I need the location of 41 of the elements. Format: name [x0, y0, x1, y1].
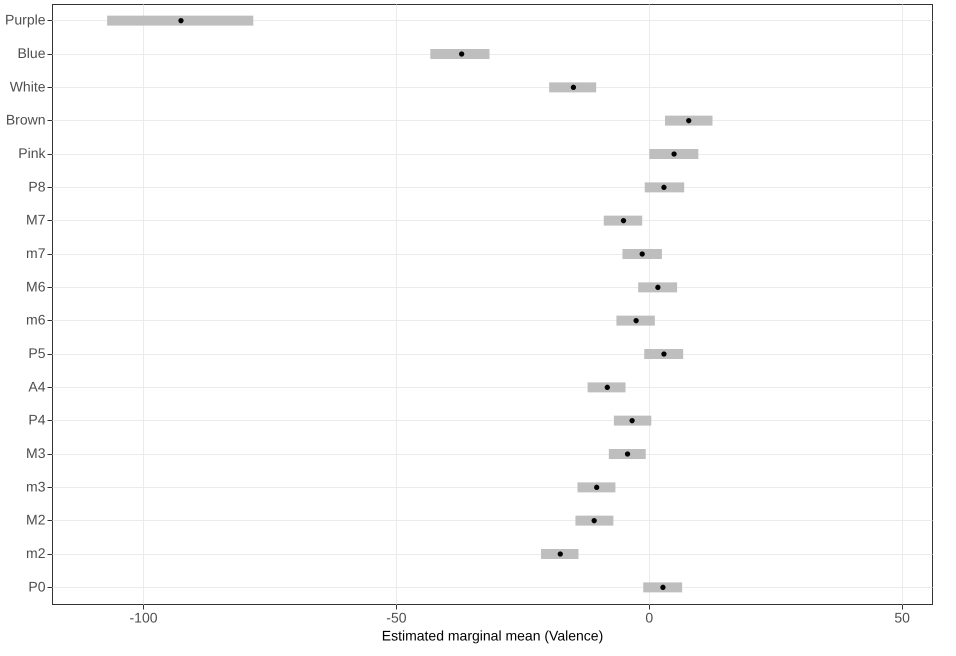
y-tick-label: m7	[26, 245, 46, 261]
point	[620, 218, 626, 224]
point	[661, 351, 667, 357]
y-tick-label: M2	[26, 512, 46, 528]
y-tick-label: Blue	[17, 45, 46, 61]
point	[459, 51, 464, 57]
x-tick-label: 0	[645, 610, 654, 626]
y-tick-label: M6	[26, 278, 46, 294]
y-tick-label: Brown	[6, 112, 46, 128]
point	[686, 118, 692, 124]
y-tick-label: Pink	[18, 145, 46, 161]
point	[592, 518, 597, 524]
y-tick-label: P4	[28, 412, 46, 428]
y-tick-label: m2	[26, 545, 46, 561]
y-tick-label: M7	[26, 212, 46, 228]
y-tick-label: M3	[26, 445, 46, 461]
x-tick-label: -50	[386, 610, 407, 626]
point	[655, 284, 661, 290]
y-tick-label: P8	[28, 178, 46, 194]
point	[594, 484, 600, 490]
point	[629, 418, 635, 424]
point	[604, 384, 610, 390]
point	[671, 151, 677, 157]
point	[570, 84, 576, 90]
y-tick-label: Purple	[5, 12, 46, 28]
point	[660, 584, 666, 590]
point	[558, 551, 563, 557]
y-tick-label: White	[10, 78, 46, 94]
point	[624, 451, 630, 457]
y-tick-label: m3	[26, 478, 46, 494]
point	[178, 18, 184, 24]
point	[640, 251, 645, 257]
x-tick-label: 50	[894, 610, 910, 626]
y-tick-label: m6	[26, 312, 46, 328]
x-axis-title: Estimated marginal mean (Valence)	[382, 628, 604, 644]
y-tick-label: A4	[28, 378, 46, 394]
y-tick-label: P0	[28, 578, 46, 594]
y-tick-label: P5	[28, 345, 46, 361]
point	[661, 184, 667, 190]
point	[633, 318, 639, 324]
x-tick-label: -100	[130, 610, 158, 626]
